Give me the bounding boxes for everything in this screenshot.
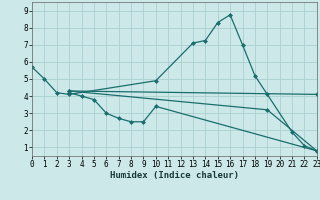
X-axis label: Humidex (Indice chaleur): Humidex (Indice chaleur) — [110, 171, 239, 180]
